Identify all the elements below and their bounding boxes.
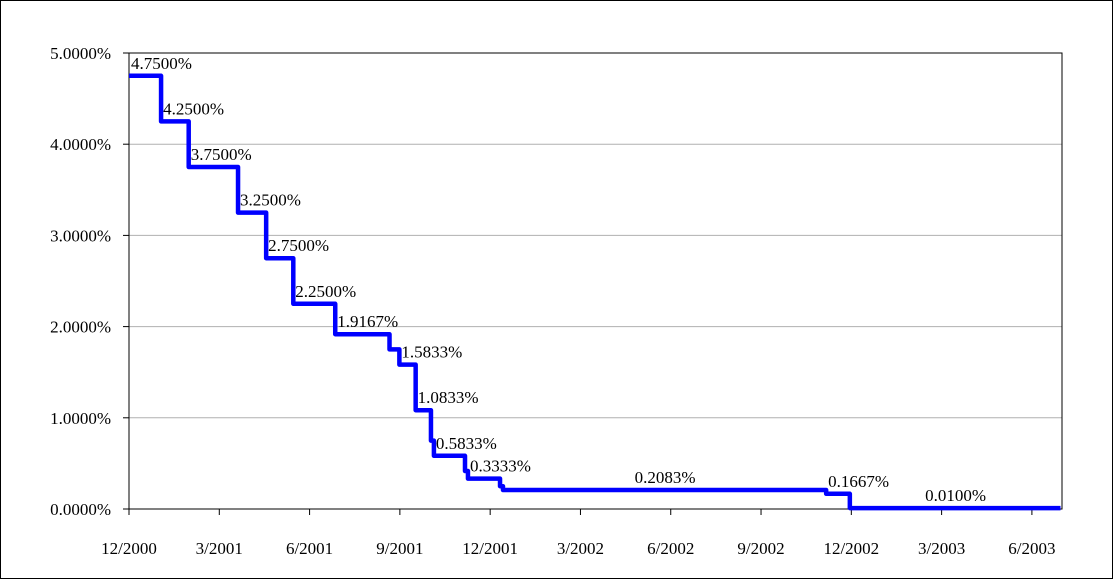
data-label: 0.2083% [635, 468, 696, 487]
data-label: 0.0100% [925, 486, 986, 505]
y-tick-label: 3.0000% [50, 226, 111, 245]
data-label: 4.2500% [163, 99, 224, 118]
x-tick-label: 6/2003 [1008, 539, 1055, 558]
x-tick-label: 12/2000 [101, 539, 157, 558]
x-tick-label: 9/2002 [737, 539, 784, 558]
data-label: 4.7500% [131, 54, 192, 73]
x-tick-label: 9/2001 [376, 539, 423, 558]
y-tick-label: 0.0000% [50, 500, 111, 519]
y-tick-label: 5.0000% [50, 44, 111, 63]
x-tick-label: 3/2002 [557, 539, 604, 558]
series-step-line [129, 73, 1061, 511]
y-tick-label: 1.0000% [50, 409, 111, 428]
data-label: 1.5833% [401, 343, 462, 362]
plot-area-border [128, 52, 1063, 510]
y-tick-label: 2.0000% [50, 318, 111, 337]
data-label: 3.7500% [191, 145, 252, 164]
data-label: 1.0833% [418, 388, 479, 407]
x-tick-label: 12/2001 [462, 539, 518, 558]
x-tick-label: 3/2001 [196, 539, 243, 558]
data-label: 0.1667% [828, 472, 889, 491]
y-tick-label: 4.0000% [50, 135, 111, 154]
data-label: 2.2500% [295, 282, 356, 301]
data-label: 3.2500% [240, 191, 301, 210]
data-label: 0.5833% [436, 434, 497, 453]
x-tick-label: 6/2001 [286, 539, 333, 558]
data-label: 2.7500% [268, 236, 329, 255]
x-tick-label: 6/2002 [647, 539, 694, 558]
data-label: 1.9167% [337, 312, 398, 331]
x-tick-label: 12/2002 [823, 539, 879, 558]
x-tick-label: 3/2003 [918, 539, 965, 558]
data-label: 0.3333% [470, 457, 531, 476]
